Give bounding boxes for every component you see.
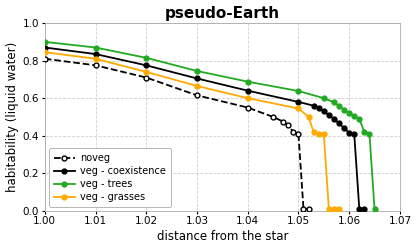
noveg — [93, 64, 98, 67]
veg - trees — [332, 101, 337, 104]
veg - coexistence — [311, 104, 316, 107]
veg - trees — [357, 117, 362, 120]
veg - coexistence — [316, 107, 321, 110]
veg - coexistence — [245, 89, 250, 92]
noveg — [306, 207, 311, 210]
noveg — [245, 106, 250, 109]
veg - coexistence — [194, 77, 199, 80]
veg - coexistence — [321, 110, 326, 113]
veg - grasses — [42, 51, 47, 54]
veg - grasses — [144, 70, 149, 73]
noveg — [144, 76, 149, 79]
veg - coexistence — [327, 114, 332, 117]
veg - coexistence — [42, 46, 47, 49]
Line: noveg: noveg — [43, 56, 311, 211]
veg - grasses — [296, 107, 301, 110]
veg - grasses — [93, 57, 98, 60]
veg - trees — [321, 97, 326, 100]
noveg — [42, 57, 47, 60]
Legend: noveg, veg - coexistence, veg - trees, veg - grasses: noveg, veg - coexistence, veg - trees, v… — [49, 148, 171, 207]
X-axis label: distance from the star: distance from the star — [156, 230, 288, 244]
Line: veg - trees: veg - trees — [43, 39, 377, 211]
veg - coexistence — [296, 100, 301, 103]
noveg — [301, 207, 306, 210]
veg - coexistence — [342, 127, 347, 130]
veg - coexistence — [347, 131, 352, 134]
veg - trees — [42, 40, 47, 43]
veg - grasses — [337, 207, 342, 210]
noveg — [281, 120, 286, 123]
veg - grasses — [321, 132, 326, 135]
veg - trees — [347, 112, 352, 115]
veg - grasses — [332, 207, 337, 210]
noveg — [271, 116, 276, 119]
veg - trees — [372, 207, 377, 210]
Title: pseudo-Earth: pseudo-Earth — [165, 5, 280, 21]
Line: veg - coexistence: veg - coexistence — [43, 45, 367, 211]
Y-axis label: habitability (liquid water): habitability (liquid water) — [5, 42, 18, 192]
noveg — [291, 130, 296, 133]
veg - trees — [144, 56, 149, 59]
veg - trees — [342, 108, 347, 111]
veg - coexistence — [362, 207, 367, 210]
veg - coexistence — [352, 132, 357, 135]
veg - trees — [245, 80, 250, 83]
veg - grasses — [327, 207, 332, 210]
veg - coexistence — [357, 207, 362, 210]
veg - coexistence — [332, 117, 337, 120]
veg - grasses — [311, 130, 316, 133]
veg - coexistence — [144, 64, 149, 67]
veg - coexistence — [93, 53, 98, 56]
veg - trees — [337, 105, 342, 108]
noveg — [194, 94, 199, 97]
veg - grasses — [306, 116, 311, 119]
veg - trees — [362, 131, 367, 134]
veg - trees — [296, 90, 301, 93]
noveg — [286, 124, 291, 127]
veg - coexistence — [337, 122, 342, 125]
veg - grasses — [316, 132, 321, 135]
Line: veg - grasses: veg - grasses — [43, 50, 342, 211]
veg - trees — [194, 69, 199, 72]
veg - trees — [367, 132, 372, 135]
noveg — [296, 132, 301, 135]
veg - grasses — [194, 84, 199, 87]
veg - trees — [93, 46, 98, 49]
veg - trees — [352, 115, 357, 118]
veg - grasses — [245, 97, 250, 100]
